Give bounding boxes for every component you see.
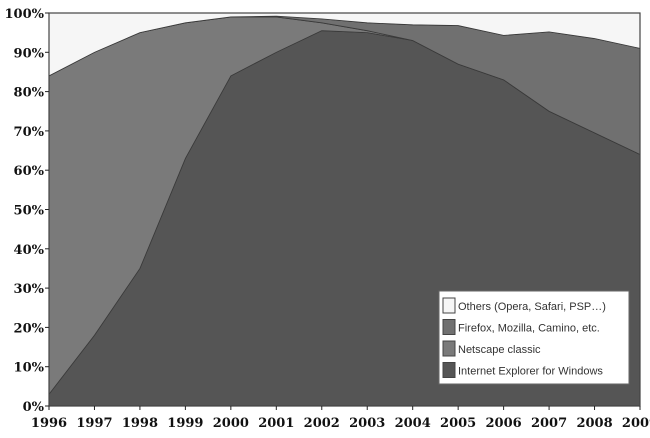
legend-label: Netscape classic: [458, 344, 541, 356]
x-tick-label: 2003: [349, 416, 385, 431]
y-tick-label: 50%: [14, 204, 45, 219]
x-tick-label: 2009: [622, 416, 650, 431]
x-tick-label: 1997: [76, 416, 112, 431]
y-tick-label: 80%: [14, 86, 45, 101]
y-tick-label: 70%: [14, 125, 45, 140]
x-tick-label: 1996: [31, 416, 67, 431]
y-tick-label: 20%: [14, 321, 45, 336]
y-tick-label: 0%: [23, 400, 45, 415]
x-tick-label: 1999: [167, 416, 203, 431]
legend-swatch: [442, 297, 456, 314]
y-tick-label: 100%: [5, 7, 45, 22]
legend-label: Firefox, Mozilla, Camino, etc.: [458, 323, 600, 335]
legend-box: [438, 290, 630, 385]
x-tick-label: 2005: [440, 416, 476, 431]
y-tick-label: 10%: [14, 361, 45, 376]
x-tick-label: 2004: [395, 416, 431, 431]
x-tick-label: 1998: [122, 416, 158, 431]
y-tick-label: 30%: [14, 282, 45, 297]
x-tick-label: 2006: [486, 416, 522, 431]
y-tick-label: 40%: [14, 243, 45, 258]
x-tick-label: 2002: [304, 416, 340, 431]
legend: Others (Opera, Safari, PSP…) Firefox, Moz…: [438, 290, 630, 385]
x-tick-label: 2008: [576, 416, 612, 431]
x-tick-label: 2007: [531, 416, 567, 431]
legend-item: Firefox, Mozilla, Camino, etc.: [442, 319, 600, 335]
x-tick-label: 2000: [213, 416, 249, 431]
legend-swatch: [442, 362, 456, 378]
legend-label: Others (Opera, Safari, PSP…): [458, 301, 606, 313]
legend-item: Others (Opera, Safari, PSP…): [442, 297, 606, 314]
y-tick-label: 60%: [14, 164, 45, 179]
legend-label: Internet Explorer for Windows: [458, 366, 603, 378]
y-tick-label: 90%: [14, 46, 45, 61]
legend-item: Internet Explorer for Windows: [442, 362, 603, 378]
legend-swatch: [442, 319, 456, 335]
legend-item: Netscape classic: [442, 340, 541, 357]
legend-swatch: [442, 340, 456, 357]
x-tick-label: 2001: [258, 416, 294, 431]
